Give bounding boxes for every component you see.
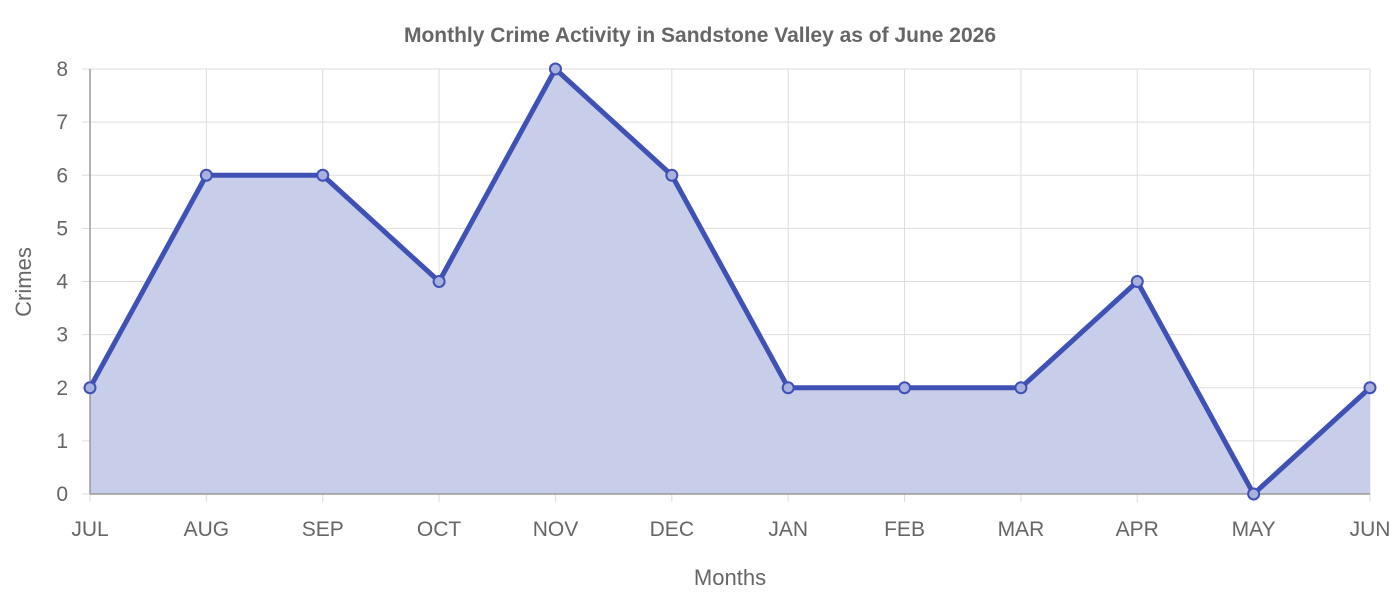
y-tick-label: 3	[56, 324, 68, 347]
x-axis-label: Months	[694, 565, 766, 590]
y-tick-label: 0	[56, 483, 68, 506]
x-tick-label: SEP	[302, 518, 344, 541]
x-tick-label: NOV	[533, 518, 579, 541]
y-tick-labels: 0 1 2 3 4 5 6 7 8	[56, 58, 68, 506]
x-tick-label: FEB	[884, 518, 925, 541]
chart-title: Monthly Crime Activity in Sandstone Vall…	[404, 24, 996, 47]
data-point	[1247, 487, 1261, 501]
x-tick-label: APR	[1116, 518, 1159, 541]
data-point	[1130, 275, 1144, 288]
y-tick-label: 1	[56, 430, 68, 453]
y-tick-label: 2	[56, 377, 68, 400]
y-tick-label: 4	[56, 271, 68, 294]
y-axis-label: Crimes	[11, 247, 36, 317]
x-tick-label: MAR	[998, 518, 1045, 541]
x-tick-label: DEC	[650, 518, 694, 541]
y-tick-label: 7	[56, 111, 68, 134]
data-point	[898, 381, 912, 395]
data-point	[781, 381, 795, 395]
data-point	[432, 275, 446, 288]
x-tick-label: JAN	[768, 518, 808, 541]
data-point	[1014, 381, 1028, 395]
y-tick-label: 5	[56, 217, 68, 240]
data-point	[1363, 381, 1377, 395]
x-tick-label: JUL	[71, 518, 108, 541]
series-line	[87, 66, 1373, 497]
data-point	[83, 381, 97, 395]
x-tick-label: AUG	[184, 518, 230, 541]
data-point	[199, 168, 213, 182]
line-layer	[87, 66, 1373, 497]
points-layer	[83, 62, 1377, 501]
x-tick-label: OCT	[417, 518, 462, 541]
x-tick-labels: JUL AUG SEP OCT NOV DEC JAN FEB MAR APR MAY JUN	[71, 518, 1390, 541]
x-tick-label: MAY	[1232, 518, 1276, 541]
axes	[89, 69, 1370, 495]
data-point	[316, 168, 330, 182]
data-point	[665, 168, 679, 182]
y-tick-label: 8	[56, 58, 68, 81]
y-tick-label: 6	[56, 164, 68, 187]
data-point	[548, 62, 562, 76]
x-tick-label: JUN	[1350, 518, 1391, 541]
